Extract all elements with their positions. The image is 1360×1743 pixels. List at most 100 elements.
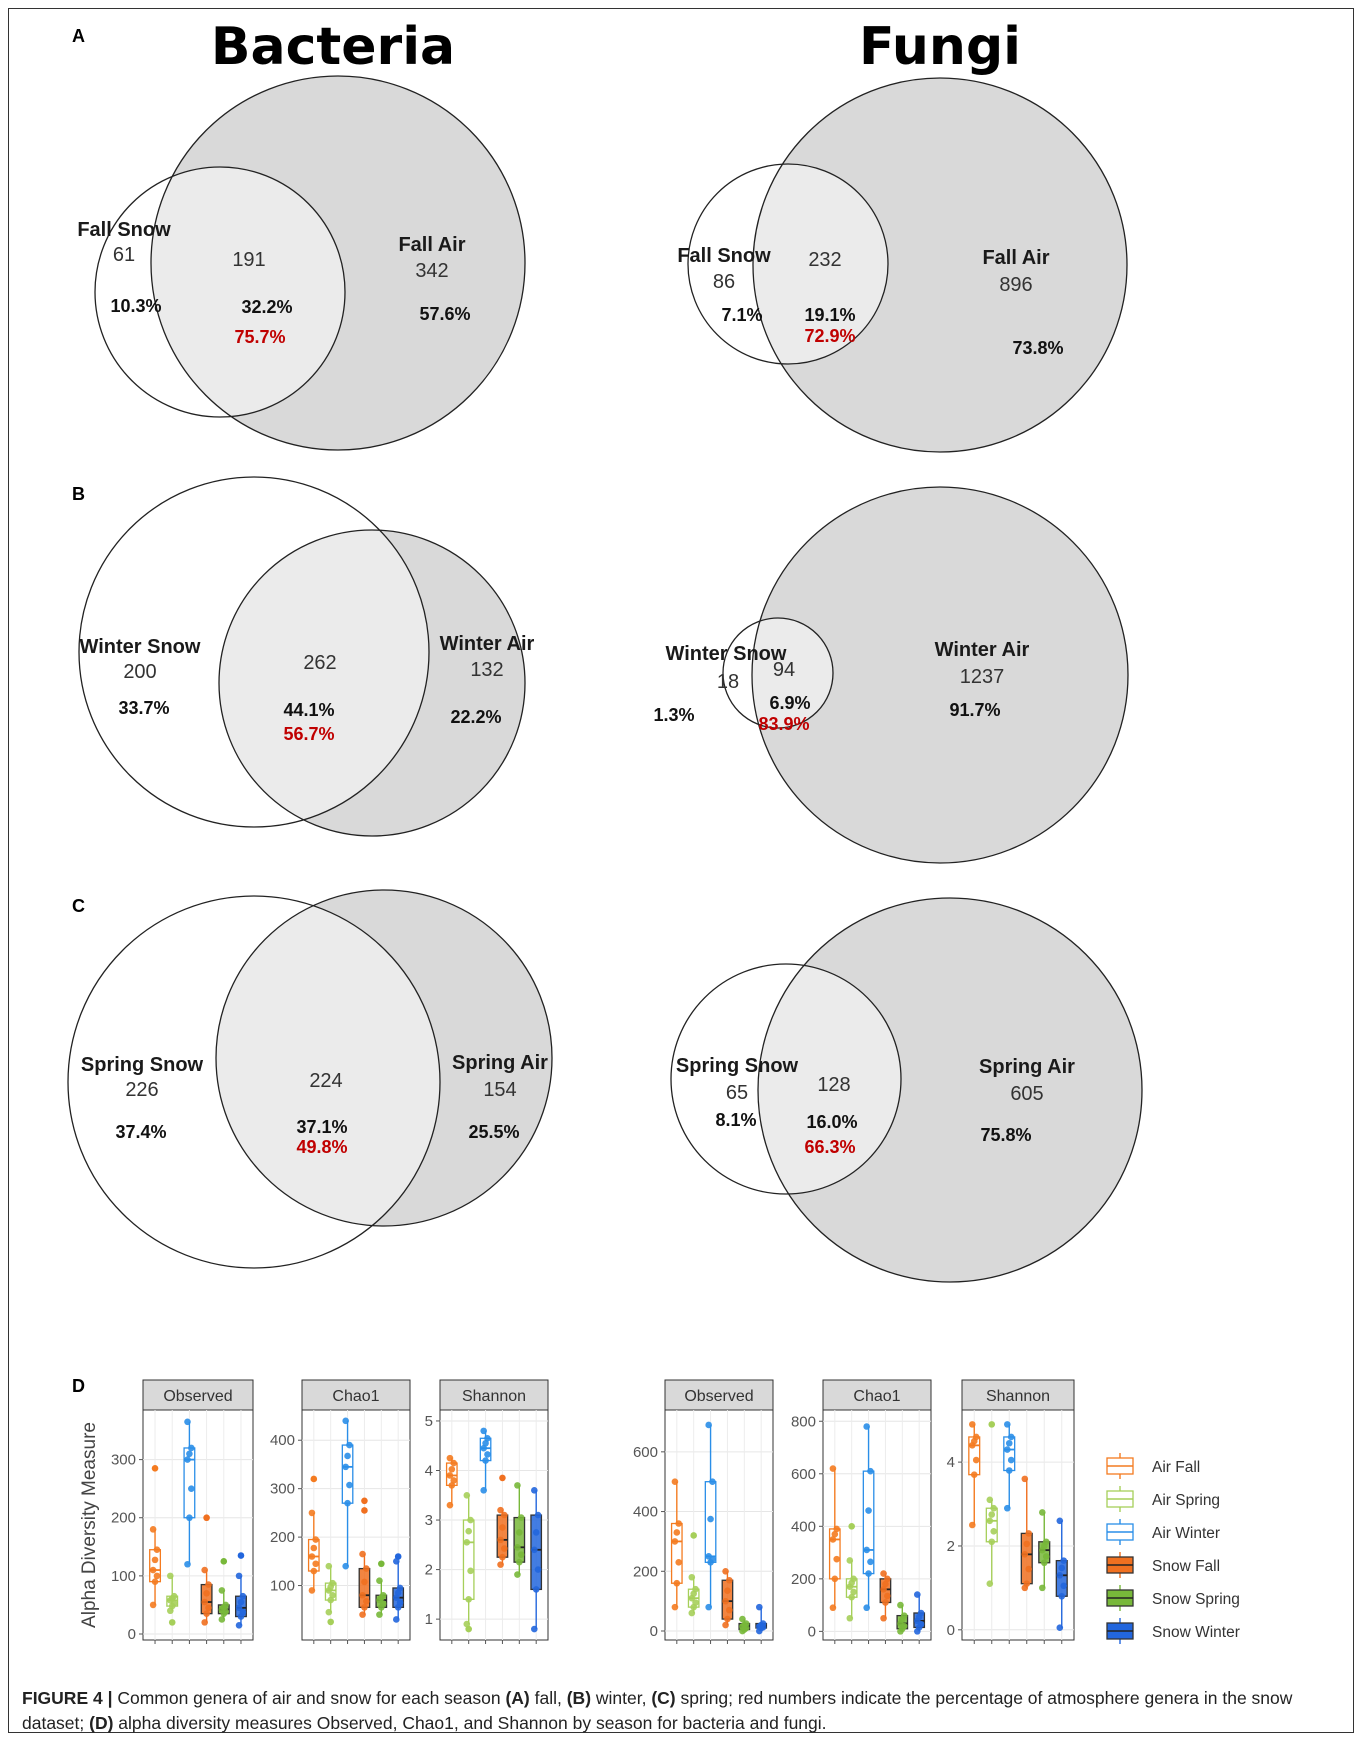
y-tick-label: 2	[425, 1562, 433, 1579]
venn-shared-pct: 6.9%	[769, 693, 810, 713]
venn-snow-label: Fall Snow	[77, 219, 171, 241]
y-tick-label: 2	[947, 1538, 955, 1555]
venn-snow-circle	[78, 476, 430, 828]
legend-label: Air Fall	[1152, 1459, 1200, 1476]
box-air-winter	[704, 1421, 717, 1611]
y-tick-label: 0	[947, 1622, 955, 1639]
y-tick-label: 200	[633, 1563, 658, 1580]
venn-shared: 191	[232, 249, 265, 271]
venn-snow-only: 18	[717, 671, 739, 693]
box-snow-spring	[896, 1601, 909, 1635]
box-snow-winter	[392, 1553, 405, 1623]
box-air-spring	[324, 1562, 337, 1626]
venn-snow-only: 86	[713, 271, 735, 293]
y-tick-label: 400	[633, 1504, 658, 1521]
legend-item: Air Winter	[1106, 1519, 1220, 1545]
venn-shared-pct: 32.2%	[241, 297, 292, 317]
box-snow-fall	[879, 1570, 892, 1622]
figure-canvas: A B C D Bacteria Fungi Fall Snow 61 10.3% 1…	[67, 17, 1240, 1644]
caption-ref-a: (A)	[505, 1688, 530, 1708]
venn-snow-pct: 8.1%	[715, 1110, 756, 1130]
box-snow-spring	[217, 1558, 230, 1623]
box-air-winter	[341, 1417, 354, 1570]
alpha-panel-bacteria-observed: Observed 0 100 200 300	[111, 1379, 254, 1644]
venn-shared-pct: 44.1%	[283, 700, 334, 720]
venn-air-label: Fall Air	[398, 234, 465, 256]
venn-air-label: Winter Air	[935, 639, 1030, 661]
venn-snow-circle	[687, 163, 889, 365]
venn-red-pct: 49.8%	[296, 1137, 347, 1157]
legend-label: Air Winter	[1152, 1525, 1220, 1542]
venn-shared: 94	[773, 659, 795, 681]
venn-snow-pct: 33.7%	[118, 698, 169, 718]
venn-air-label: Winter Air	[440, 633, 535, 655]
y-tick-label: 600	[791, 1466, 816, 1483]
y-tick-label: 4	[947, 1454, 955, 1471]
venn-red-pct: 72.9%	[804, 326, 855, 346]
venn-bac-winter: Winter Snow 200 33.7% 262 44.1% 56.7% Winter A…	[78, 476, 535, 837]
facet-title: Chao1	[853, 1388, 900, 1405]
caption-text-3: winter,	[591, 1688, 652, 1708]
facet-strip	[142, 1379, 254, 1411]
box-air-winter	[862, 1423, 875, 1612]
alpha-y-axis-label: Alpha Diversity Measure	[79, 1422, 100, 1628]
venn-air-pct: 57.6%	[419, 304, 470, 324]
box-air-spring	[845, 1523, 858, 1622]
venn-overlap-region	[219, 530, 429, 827]
venn-air-pct: 25.5%	[468, 1122, 519, 1142]
figure-caption: FIGURE 4 | Common genera of air and snow…	[22, 1686, 1342, 1736]
caption-figure-label: FIGURE 4 |	[22, 1688, 113, 1708]
venn-snow-label: Spring Snow	[676, 1055, 799, 1077]
y-tick-label: 300	[270, 1481, 295, 1498]
venn-air-only: 154	[483, 1079, 516, 1101]
box-snow-spring	[738, 1615, 751, 1635]
venn-snow-only: 65	[726, 1082, 748, 1104]
box-snow-winter	[755, 1603, 768, 1635]
box-snow-winter	[1055, 1517, 1068, 1632]
legend-item: Snow Fall	[1106, 1552, 1220, 1578]
venn-snow-pct: 7.1%	[721, 305, 762, 325]
venn-red-pct: 56.7%	[283, 724, 334, 744]
panel-label-b: B	[72, 484, 85, 504]
alpha-panel-fungi-observed: Observed 0 200 400 600	[633, 1379, 774, 1644]
venn-snow-circle	[67, 895, 441, 1269]
box-air-spring	[985, 1421, 998, 1587]
box-air-fall	[149, 1465, 162, 1609]
box-air-winter	[479, 1427, 492, 1494]
legend-item: Air Fall	[1106, 1453, 1200, 1479]
box-snow-winter	[913, 1591, 926, 1635]
venn-bac-spring: Spring Snow 226 37.4% 224 37.1%49.8% Spring A…	[67, 889, 553, 1269]
venn-snow-only: 226	[125, 1079, 158, 1101]
venn-snow-label: Winter Snow	[666, 643, 787, 665]
box-snow-fall	[721, 1567, 734, 1629]
y-tick-label: 400	[270, 1432, 295, 1449]
panel-label-a: A	[72, 26, 85, 46]
y-tick-label: 3	[425, 1512, 433, 1529]
facet-title: Observed	[684, 1388, 753, 1405]
facet-title: Shannon	[986, 1388, 1050, 1405]
y-tick-label: 1	[425, 1611, 433, 1628]
caption-text-4: spring; red numbers indicate the percent…	[22, 1688, 1293, 1733]
venn-shared: 224	[309, 1070, 342, 1092]
venn-air-label: Spring Air	[979, 1056, 1075, 1078]
venn-red-pct: 83.9%	[758, 714, 809, 734]
box-air-spring	[462, 1491, 475, 1633]
box-air-fall	[968, 1421, 981, 1529]
venn-air-circle	[753, 78, 1127, 452]
venn-overlap-region	[216, 896, 440, 1226]
box-air-spring	[166, 1572, 179, 1626]
venn-snow-pct: 10.3%	[110, 296, 161, 316]
y-tick-label: 200	[270, 1529, 295, 1546]
venn-shared: 128	[817, 1074, 850, 1096]
column-title-bacteria: Bacteria	[211, 17, 455, 77]
legend-label: Snow Spring	[1152, 1591, 1240, 1608]
venn-shared: 232	[808, 249, 841, 271]
alpha-legend: Air Fall Air Spring Air Winter Snow Fall Sno…	[1106, 1453, 1240, 1644]
box-snow-spring	[375, 1560, 388, 1618]
venn-snow-circle	[722, 617, 834, 729]
box-air-fall	[670, 1478, 683, 1611]
alpha-panel-fungi-shannon: Shannon 0 2 4	[947, 1379, 1075, 1644]
y-tick-label: 200	[791, 1571, 816, 1588]
box-air-fall	[307, 1475, 320, 1594]
alpha-panel-fungi-chao1: Chao1 0 200 400 600 800	[791, 1379, 932, 1644]
